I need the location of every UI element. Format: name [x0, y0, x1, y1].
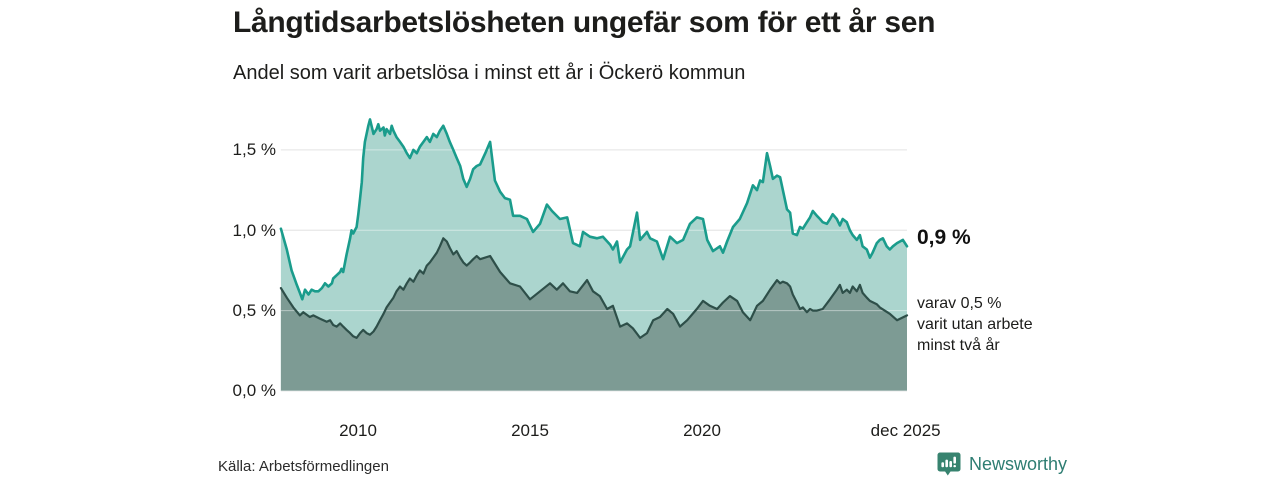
end-value-label: 0,9 %: [917, 226, 971, 249]
x-tick-label: 2015: [511, 421, 549, 440]
y-tick-label: 1,0 %: [232, 220, 276, 240]
page-title: Långtidsarbetslösheten ungefär som för e…: [233, 6, 936, 39]
x-tick-label: 2020: [683, 421, 721, 440]
y-tick-label: 1,5 %: [232, 140, 276, 160]
chart-subtitle: Andel som varit arbetslösa i minst ett å…: [233, 62, 746, 84]
source-credit: Källa: Arbetsförmedlingen: [218, 458, 389, 475]
x-tick-label: dec 2025: [870, 421, 941, 440]
y-tick-label: 0,5 %: [232, 301, 276, 321]
annotation-line-1: varav 0,5 %: [917, 295, 1002, 312]
annotation-line-3: minst två år: [917, 337, 1000, 354]
area-unemployed-2yr: [280, 238, 907, 391]
y-tick-label: 0,0 %: [232, 381, 276, 401]
newsworthy-logo[interactable]: Newsworthy: [936, 451, 1067, 477]
bar-chart-speech-bubble-icon: [937, 452, 961, 476]
newsworthy-wordmark: Newsworthy: [969, 453, 1068, 474]
line-unemployed-1yr: [279, 118, 909, 301]
x-tick-label: 2010: [339, 421, 377, 440]
line-unemployed-2yr: [279, 237, 909, 339]
annotation-line-2: varit utan arbete: [917, 316, 1033, 333]
series2-annotation: varav 0,5 % varit utan arbete minst två …: [917, 293, 1033, 356]
